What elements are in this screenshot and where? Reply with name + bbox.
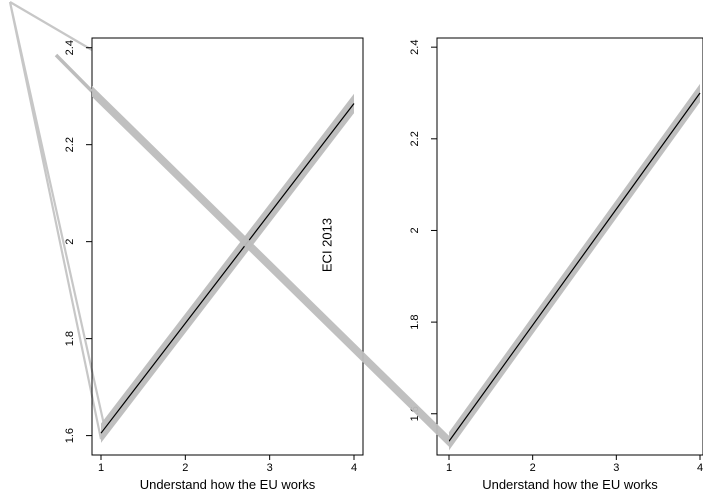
y-tick-label: 1.8 [409, 314, 421, 329]
y-tick-label: 2.4 [409, 40, 421, 55]
series-line [100, 103, 355, 434]
panel-label: ECI 2013 [320, 218, 335, 272]
zoom-connector-band-tail [54, 53, 94, 93]
plot-frame [436, 37, 703, 456]
zoom-connector-outline [8, 1, 107, 440]
y-tick-label: 2.2 [64, 137, 76, 152]
x-tick-label: 2 [182, 462, 188, 474]
x-axis-title: Understand how the EU works [140, 477, 316, 492]
y-tick-label: 2.4 [64, 40, 76, 55]
x-tick-label: 3 [267, 462, 273, 474]
zoom-connectors [8, 1, 107, 440]
x-tick-label: 3 [613, 462, 619, 474]
y-tick-label: 1.8 [64, 331, 76, 346]
series-line [448, 92, 701, 442]
x-tick-label: 4 [697, 462, 703, 474]
y-tick-label: 1.6 [64, 428, 76, 443]
y-tick-label: 2.2 [409, 131, 421, 146]
y-tick-label: 2 [64, 239, 76, 245]
zoom-connector-band [54, 53, 449, 447]
chart-panel-left: 1.6 1.8 2 2.2 2.4 1 2 3 4 Understand how the EU w… [64, 37, 364, 492]
x-tick-label: 4 [351, 462, 357, 474]
x-axis-title: Understand how the EU works [482, 477, 658, 492]
zoom-connector-edge [9, 1, 93, 51]
y-tick-label: 2 [409, 227, 421, 233]
x-tick-label: 1 [98, 462, 104, 474]
zoom-connector-band-shape [92, 85, 449, 447]
x-tick-label: 2 [530, 462, 536, 474]
x-tick-label: 1 [446, 462, 452, 474]
